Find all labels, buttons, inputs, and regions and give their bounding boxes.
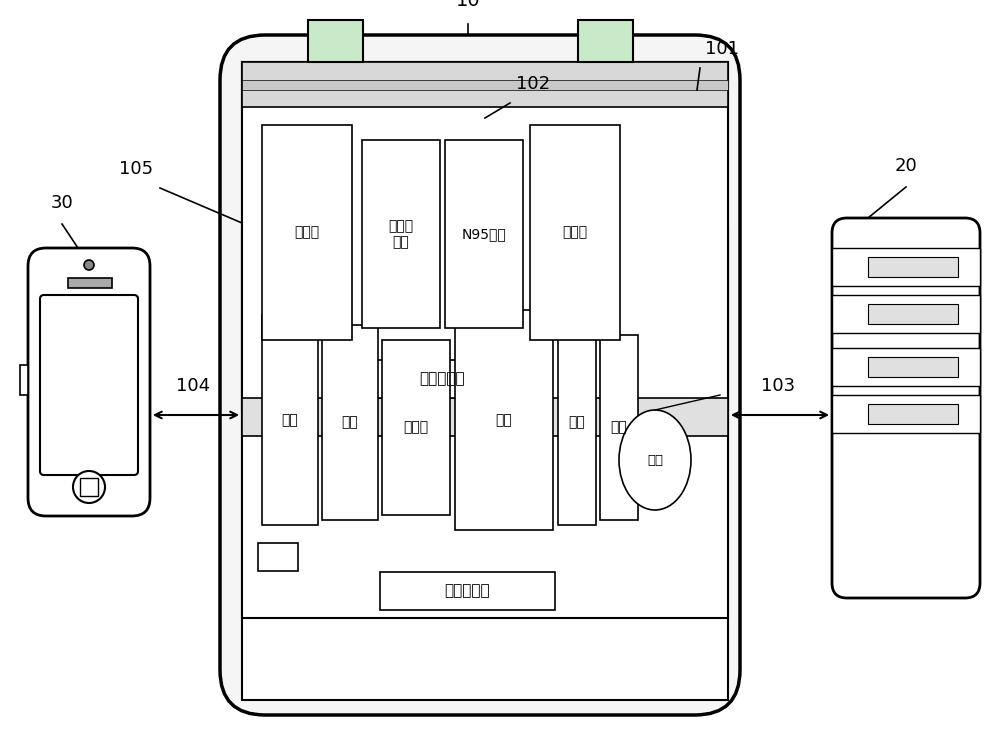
Bar <box>362 140 440 328</box>
Bar <box>455 310 553 530</box>
Bar <box>242 62 728 700</box>
Text: 30: 30 <box>51 194 73 212</box>
Bar <box>445 140 523 328</box>
Bar <box>832 295 980 333</box>
Bar <box>80 478 98 496</box>
Bar <box>832 348 980 386</box>
Text: 防护服: 防护服 <box>562 225 588 240</box>
Text: 10: 10 <box>456 0 480 10</box>
Bar <box>322 325 378 520</box>
Bar <box>242 62 728 410</box>
Text: 20: 20 <box>895 157 917 175</box>
Bar <box>530 125 620 340</box>
Text: 卤蛋: 卤蛋 <box>647 454 663 466</box>
Ellipse shape <box>619 410 691 510</box>
Text: 早餐奶: 早餐奶 <box>403 420 429 435</box>
Text: 火腿: 火腿 <box>611 420 627 435</box>
Bar <box>578 20 633 62</box>
Text: 火腿: 火腿 <box>569 416 585 429</box>
Bar <box>308 20 363 62</box>
Text: 104: 104 <box>176 377 210 395</box>
FancyBboxPatch shape <box>28 248 150 516</box>
Bar <box>868 304 958 324</box>
Bar <box>382 340 450 515</box>
Bar <box>262 315 318 525</box>
Bar <box>868 257 958 277</box>
Bar <box>832 248 980 286</box>
Bar <box>868 404 958 424</box>
Bar <box>68 278 112 288</box>
FancyBboxPatch shape <box>832 218 980 598</box>
Text: 103: 103 <box>761 377 795 395</box>
Circle shape <box>84 260 94 270</box>
Bar <box>242 230 728 618</box>
Bar <box>600 335 638 520</box>
Bar <box>242 62 728 107</box>
Bar <box>242 398 728 436</box>
Bar <box>868 357 958 377</box>
Bar <box>558 320 596 525</box>
Text: 紫外线射灯: 紫外线射灯 <box>444 584 490 599</box>
Text: 一次性
口罩: 一次性 口罩 <box>388 219 414 249</box>
Bar <box>20 365 28 395</box>
Text: 紫外线射灯: 紫外线射灯 <box>419 371 465 386</box>
Bar <box>258 543 298 571</box>
Text: 面包: 面包 <box>496 413 512 427</box>
Text: 病历本: 病历本 <box>294 225 320 240</box>
Text: 102: 102 <box>516 75 550 93</box>
Bar <box>242 80 728 90</box>
Bar <box>355 360 530 398</box>
Text: 可乐: 可乐 <box>342 416 358 429</box>
Text: 105: 105 <box>119 160 153 178</box>
Text: N95口罩: N95口罩 <box>462 227 506 241</box>
FancyBboxPatch shape <box>220 35 740 715</box>
Bar <box>832 395 980 433</box>
Text: 燃茶: 燃茶 <box>282 413 298 427</box>
Bar <box>380 572 555 610</box>
Circle shape <box>73 471 105 503</box>
Text: 101: 101 <box>705 40 739 58</box>
FancyBboxPatch shape <box>40 295 138 475</box>
Bar <box>262 125 352 340</box>
